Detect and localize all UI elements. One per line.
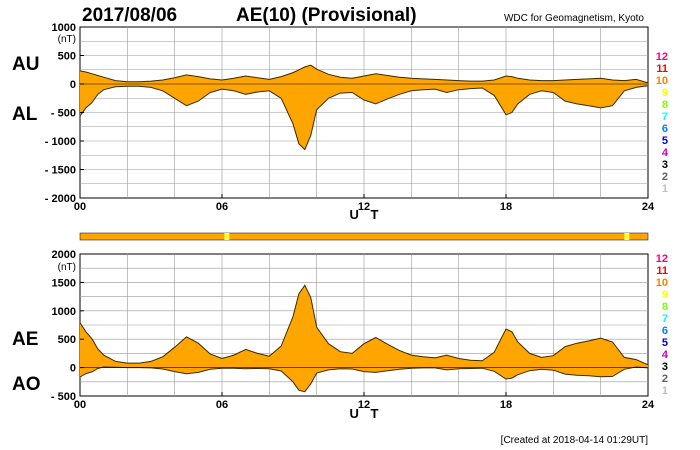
legend-item: 10 — [656, 75, 668, 87]
au-al-y-tick-label: - 500 — [51, 108, 76, 120]
ae-ao-y-tick-label: 500 — [58, 334, 76, 346]
legend-item: 9 — [662, 289, 668, 301]
ae-ao-envelope-fill — [80, 285, 648, 392]
ae-ao-y-tick-label: 2000 — [52, 249, 76, 261]
legend-item: 3 — [662, 361, 668, 373]
legend-item: 8 — [662, 301, 668, 313]
legend-item: 5 — [662, 135, 668, 147]
au-al-envelope-fill — [80, 65, 648, 150]
legend-item: 9 — [662, 87, 668, 99]
legend-item: 8 — [662, 99, 668, 111]
ae-label: AE — [12, 329, 38, 350]
au-al-y-tick-label: 0 — [70, 79, 76, 91]
legend-item: 11 — [656, 265, 668, 277]
au-al-unit-label: (nT) — [58, 34, 76, 45]
legend-item: 12 — [656, 51, 668, 63]
au-al-y-tick-label: 1000 — [52, 22, 76, 34]
created-timestamp: [Created at 2018-04-14 01:29UT] — [501, 435, 649, 446]
legend-item: 12 — [656, 253, 668, 265]
au-series-line — [79, 64, 649, 84]
ae-ao-y-tick-label: 1000 — [52, 306, 76, 318]
ae-ao-unit-label: (nT) — [58, 262, 76, 273]
al-label: AL — [12, 104, 38, 125]
chart-title: AE(10) (Provisional) — [236, 5, 417, 26]
legend-item: 2 — [662, 373, 668, 385]
ao-label: AO — [12, 374, 41, 395]
ae-ao-x-axis-label: U T — [350, 406, 383, 421]
status-bar-highlight — [624, 233, 630, 240]
credit-label: WDC for Geomagnetism, Kyoto — [504, 13, 644, 24]
legend-item: 3 — [662, 159, 668, 171]
au-al-x-tick-label: 12 — [358, 201, 370, 213]
ae-ao-x-tick-label: 12 — [358, 399, 370, 411]
ae-ao-y-tick-label: 0 — [70, 363, 76, 375]
ae-ao-x-tick-label: 24 — [642, 399, 655, 411]
status-bar-highlight — [224, 233, 230, 240]
ae-series-line — [79, 284, 649, 366]
au-al-x-tick-label: 24 — [642, 201, 655, 213]
au-al-x-axis: 00 06 12 18 24 — [74, 194, 655, 213]
ae-ao-y-axis: 2000 1500 1000 500 0 - 500 — [51, 249, 84, 403]
au-al-x-tick-label: 00 — [74, 201, 86, 213]
status-bar — [79, 232, 649, 241]
au-al-x-tick-label: 06 — [216, 201, 228, 213]
al-series-line — [79, 85, 649, 151]
ae-ao-x-tick-label: 00 — [74, 399, 86, 411]
ae-ao-x-tick-label: 18 — [500, 399, 512, 411]
au-al-x-tick-label: 18 — [500, 201, 512, 213]
date-label: 2017/08/06 — [82, 5, 177, 26]
status-bar-fill — [79, 232, 649, 241]
au-al-y-tick-label: - 1500 — [45, 165, 76, 177]
ao-series-line — [79, 366, 649, 393]
legend-item: 7 — [662, 313, 668, 325]
ae-ao-y-tick-label: - 500 — [51, 391, 76, 403]
legend-item: 10 — [656, 277, 668, 289]
ae-ao-grid — [80, 254, 648, 396]
ae-ao-x-tick-label: 06 — [216, 399, 228, 411]
legend-item: 1 — [662, 183, 668, 195]
au-al-y-tick-label: - 1000 — [45, 136, 76, 148]
au-al-y-axis: 1000 500 0 - 500 - 1000 - 1500 - 2000 — [45, 22, 84, 205]
au-label: AU — [12, 54, 39, 75]
legend-item: 7 — [662, 111, 668, 123]
au-al-y-tick-label: - 2000 — [45, 193, 76, 205]
legend-item: 2 — [662, 171, 668, 183]
au-al-y-tick-label: 500 — [58, 51, 76, 63]
au-al-x-axis-label: U T — [350, 207, 383, 222]
ae-ao-y-tick-label: 1500 — [52, 277, 76, 289]
legend-item: 11 — [656, 63, 668, 75]
legend-item: 1 — [662, 385, 668, 397]
au-al-grid — [80, 27, 648, 198]
ae-ao-x-axis: 00 06 12 18 24 — [74, 392, 655, 411]
legend-item: 6 — [662, 325, 668, 337]
legend-item: 4 — [662, 147, 669, 159]
au-al-area — [79, 64, 649, 151]
legend-item: 6 — [662, 123, 668, 135]
legend-item: 4 — [662, 349, 669, 361]
ae-ao-area — [79, 284, 649, 393]
legend-item: 5 — [662, 337, 668, 349]
